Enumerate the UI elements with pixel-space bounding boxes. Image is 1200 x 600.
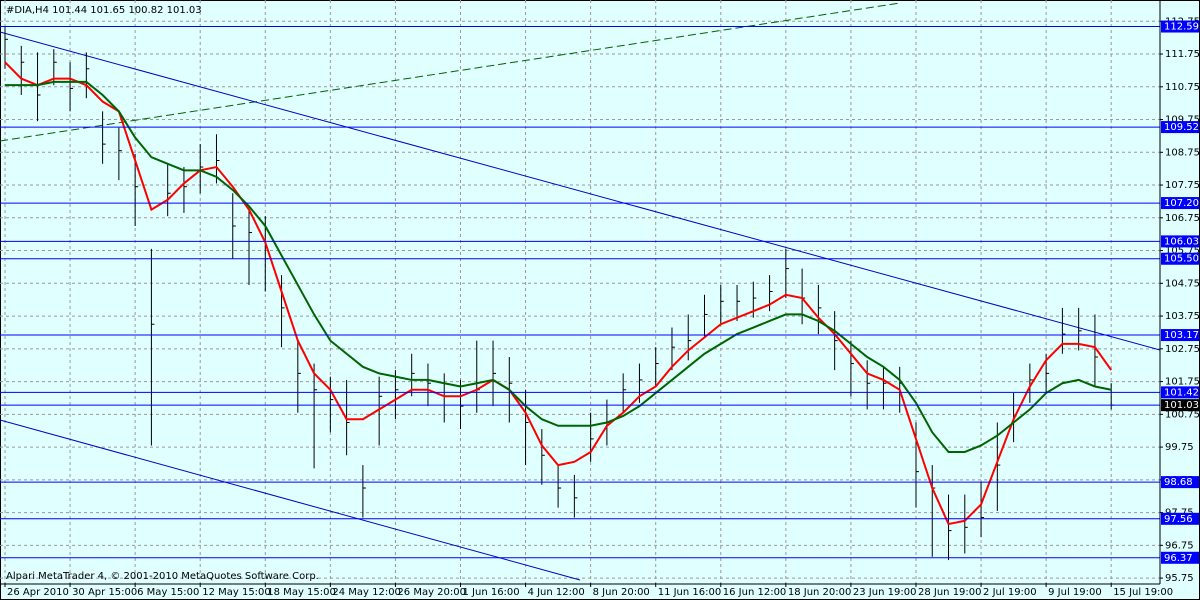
level-label: 101.03 — [1164, 400, 1199, 411]
level-box — [1161, 476, 1199, 489]
x-tick-label: 24 May 12:00 — [332, 587, 401, 598]
trend-line — [0, 31, 1161, 351]
time-scale — [1, 584, 1199, 599]
y-tick-label: 104.75 — [1165, 278, 1200, 289]
level-label: 112.59 — [1164, 22, 1199, 33]
y-tick-label: 96.75 — [1165, 540, 1194, 551]
level-box — [1161, 386, 1199, 399]
level-label: 109.52 — [1164, 122, 1199, 133]
plot — [0, 26, 1160, 561]
trend-line — [0, 419, 581, 581]
plot-area — [1, 1, 1160, 584]
level-box — [1161, 512, 1199, 525]
moving-average — [4, 61, 1113, 526]
y-tick-label: 100.75 — [1165, 409, 1200, 420]
level-label: 96.37 — [1164, 553, 1193, 564]
copyright: Alpari MetaTrader 4, © 2001-2010 MetaQuo… — [6, 571, 319, 582]
level-label: 106.03 — [1164, 236, 1199, 247]
y-tick-label: 101.75 — [1165, 377, 1200, 388]
y-tick-label: 106.75 — [1165, 213, 1200, 224]
y-tick-label: 102.75 — [1165, 344, 1200, 355]
level-box — [1161, 252, 1199, 265]
trend-line — [0, 2, 901, 142]
y-tick-label: 110.75 — [1165, 82, 1200, 93]
level-box — [1161, 121, 1199, 134]
level-label: 98.68 — [1164, 477, 1193, 488]
x-tick-label: 26 Apr 2010 — [7, 587, 69, 598]
x-tick-label: 8 Jun 20:00 — [593, 587, 650, 598]
level-box — [1161, 197, 1199, 210]
y-tick-label: 95.75 — [1165, 573, 1194, 584]
y-tick-label: 99.75 — [1165, 442, 1194, 453]
chart-title: #DIA,H4 101.44 101.65 100.82 101.03 — [6, 5, 202, 16]
x-tick-label: 18 Jun 20:00 — [788, 587, 852, 598]
level-box — [1161, 399, 1199, 412]
y-tick-label: 105.75 — [1165, 246, 1200, 257]
x-tick-label: 9 Jul 19:00 — [1048, 587, 1102, 598]
x-tick-label: 30 Apr 15:00 — [72, 587, 137, 598]
x-tick-label: 28 Jun 19:00 — [918, 587, 982, 598]
x-tick-label: 1 Jun 16:00 — [462, 587, 519, 598]
level-label: 107.20 — [1164, 198, 1199, 209]
x-tick-label: 18 May 15:00 — [267, 587, 336, 598]
x-tick-label: 6 May 15:00 — [137, 587, 199, 598]
y-tick-label: 111.75 — [1165, 49, 1200, 60]
level-box — [1161, 551, 1199, 564]
x-tick-label: 4 Jun 12:00 — [528, 587, 585, 598]
x-tick-label: 2 Jul 19:00 — [983, 587, 1037, 598]
level-label: 97.56 — [1164, 514, 1193, 525]
level-box — [1161, 329, 1199, 342]
y-tick-label: 107.75 — [1165, 180, 1200, 191]
level-label: 101.42 — [1164, 387, 1199, 398]
x-tick-label: 16 Jun 12:00 — [723, 587, 787, 598]
y-tick-label: 108.75 — [1165, 147, 1200, 158]
level-label: 103.17 — [1164, 330, 1199, 341]
x-tick-label: 12 May 15:00 — [202, 587, 271, 598]
x-tick-label: 11 Jun 16:00 — [658, 587, 722, 598]
x-tick-label: 26 May 20:00 — [397, 587, 466, 598]
grid — [0, 0, 1160, 583]
y-tick-label: 103.75 — [1165, 311, 1200, 322]
level-box — [1161, 235, 1199, 248]
y-tick-label: 109.75 — [1165, 115, 1200, 126]
x-tick-label: 15 Jul 19:00 — [1113, 587, 1173, 598]
x-tick-label: 23 Jun 19:00 — [853, 587, 917, 598]
moving-average — [5, 80, 1112, 453]
level-box — [1161, 20, 1199, 33]
level-label: 105.50 — [1164, 254, 1199, 265]
